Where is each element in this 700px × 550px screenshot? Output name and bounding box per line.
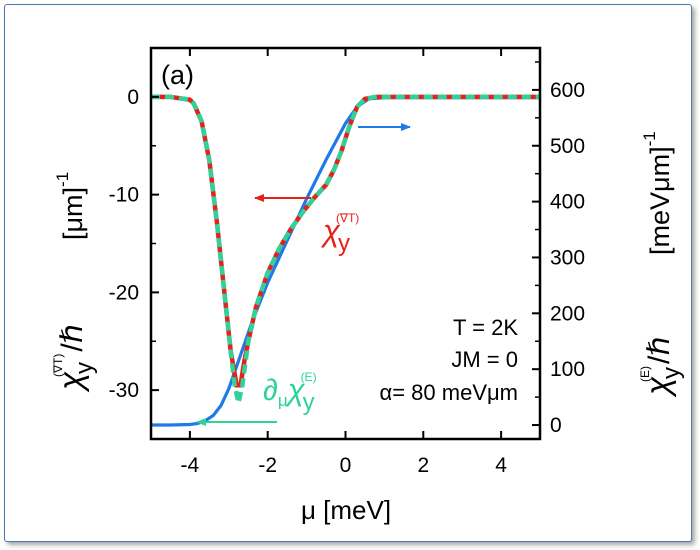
right-y-tick-label: 300: [550, 246, 585, 269]
right-y-tick-label: 600: [550, 79, 585, 102]
param-alpha: α= 80 meVμm: [380, 380, 519, 405]
panel-label: (a): [161, 60, 194, 90]
param-temperature: T = 2K: [453, 315, 518, 340]
label-dmu-chi-E: ∂μχy(E): [263, 370, 317, 416]
series-chi-E-line: [151, 96, 540, 427]
x-axis-title: μ [meV]: [301, 495, 391, 525]
left-y-tick-label: -20: [109, 281, 139, 304]
svg-text:[meVμm]-1: [meVμm]-1: [640, 131, 675, 255]
right-y-tick-label: 200: [550, 302, 585, 325]
right-y-tick-label: 500: [550, 135, 585, 158]
x-tick-label: 2: [417, 454, 429, 477]
left-y-tick-label: -30: [109, 379, 139, 402]
svg-text:[μm]-1: [μm]-1: [53, 172, 88, 240]
left-y-tick-label: -10: [109, 184, 139, 207]
left-axis-title: χy(∇T)/ℏ [μm]-1: [51, 172, 98, 393]
figure-frame: -4 -2 0 2 4 0 -10 -20 -30 0 100 200 300 400 500 600 (a)…: [4, 4, 692, 542]
left-y-tick-label: 0: [127, 86, 139, 109]
label-chi-gradT: χy(∇T): [320, 211, 359, 257]
param-jm: JM = 0: [451, 347, 518, 372]
right-y-tick-label: 100: [550, 358, 585, 381]
right-y-tick-label: 0: [550, 414, 562, 437]
right-axis-title: χy(E)/ℏ [meVμm]-1: [638, 131, 685, 398]
x-tick-label: 4: [495, 454, 507, 477]
x-tick-label: -4: [181, 454, 200, 477]
right-y-tick-label: 400: [550, 191, 585, 214]
series-dmu-chi-E-line: [151, 94, 540, 404]
svg-text:χy(∇T)/ℏ: χy(∇T)/ℏ: [51, 324, 98, 393]
x-tick-label: 0: [340, 454, 352, 477]
x-tick-label: -2: [258, 454, 277, 477]
svg-text:χy(E)/ℏ: χy(E)/ℏ: [638, 337, 685, 398]
